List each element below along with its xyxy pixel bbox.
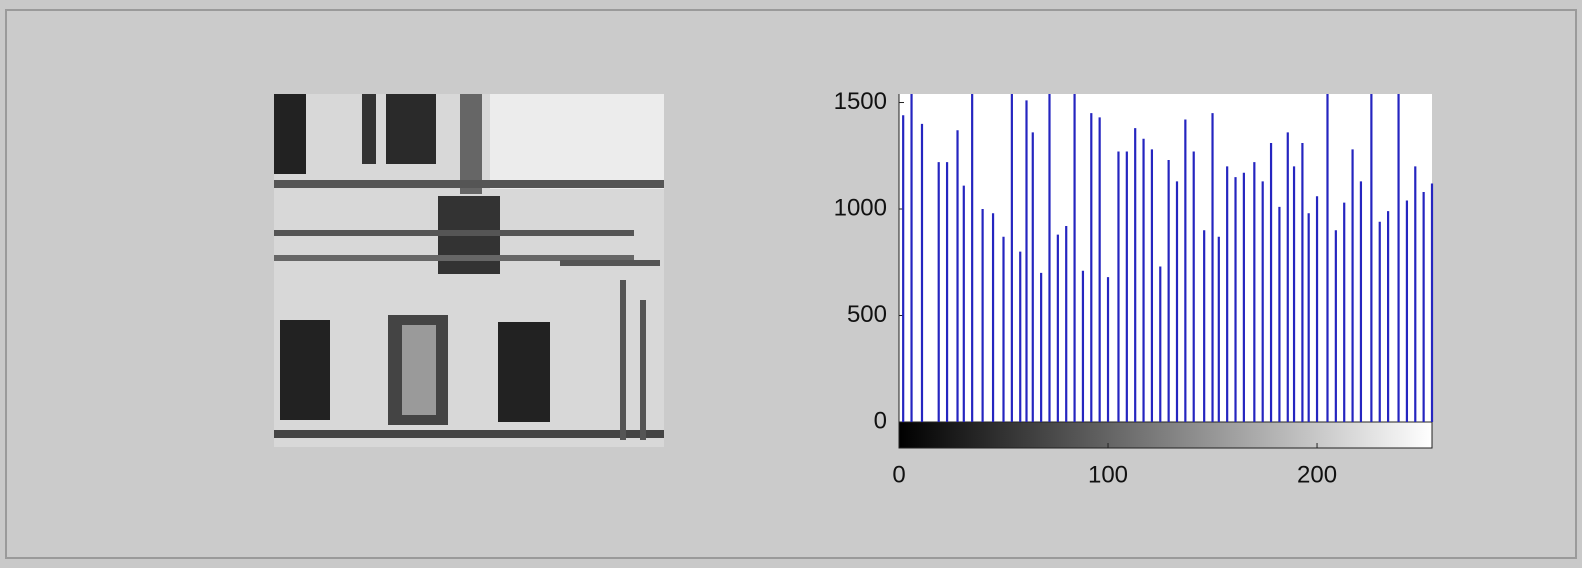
gray-colorbar (899, 422, 1432, 448)
y-tick-label: 500 (847, 301, 887, 328)
x-tick-label: 0 (892, 461, 905, 488)
figure-window: 0 500 1000 1500 0 100 200 (0, 0, 1582, 563)
circuit-image (274, 94, 664, 447)
y-tick-label: 0 (874, 407, 887, 434)
x-tick-label: 100 (1088, 461, 1128, 488)
x-tick-label: 200 (1297, 461, 1337, 488)
y-tick-label: 1000 (834, 194, 887, 221)
y-tick-label: 1500 (834, 88, 887, 115)
